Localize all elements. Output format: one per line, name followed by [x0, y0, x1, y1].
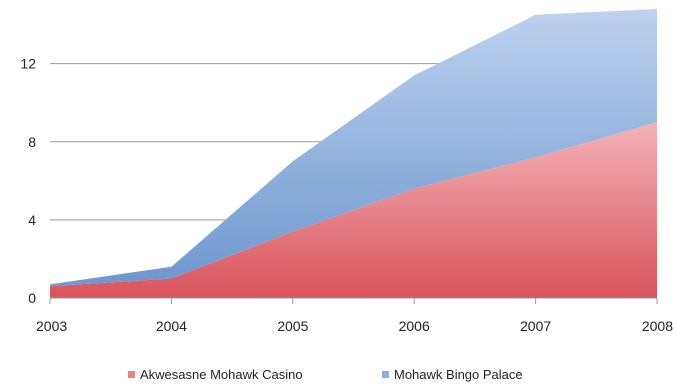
- axes: 0 4 8 12 2003 2004 2005 2006 2007 2008: [20, 56, 673, 334]
- x-tick-label: 2005: [277, 318, 308, 334]
- x-tick-label: 2008: [642, 318, 673, 334]
- area-series-1: [50, 122, 657, 299]
- x-tick-label: 2004: [156, 318, 187, 334]
- x-tick-label: 2006: [399, 318, 430, 334]
- y-tick-label: 8: [28, 134, 36, 150]
- y-tick-label: 12: [20, 56, 36, 72]
- area-series-2: [50, 8, 657, 287]
- x-tick-label: 2003: [36, 318, 67, 334]
- y-tick-label: 4: [28, 212, 36, 228]
- legend: Akwesasne Mohawk Casino Mohawk Bingo Pala…: [128, 367, 523, 382]
- y-tick-label: 0: [28, 290, 36, 306]
- legend-label-1: Akwesasne Mohawk Casino: [140, 367, 303, 382]
- x-tick-label: 2007: [520, 318, 551, 334]
- area-layer: [50, 8, 657, 299]
- legend-swatch-1: [128, 371, 135, 378]
- legend-label-2: Mohawk Bingo Palace: [394, 367, 523, 382]
- legend-swatch-2: [382, 371, 389, 378]
